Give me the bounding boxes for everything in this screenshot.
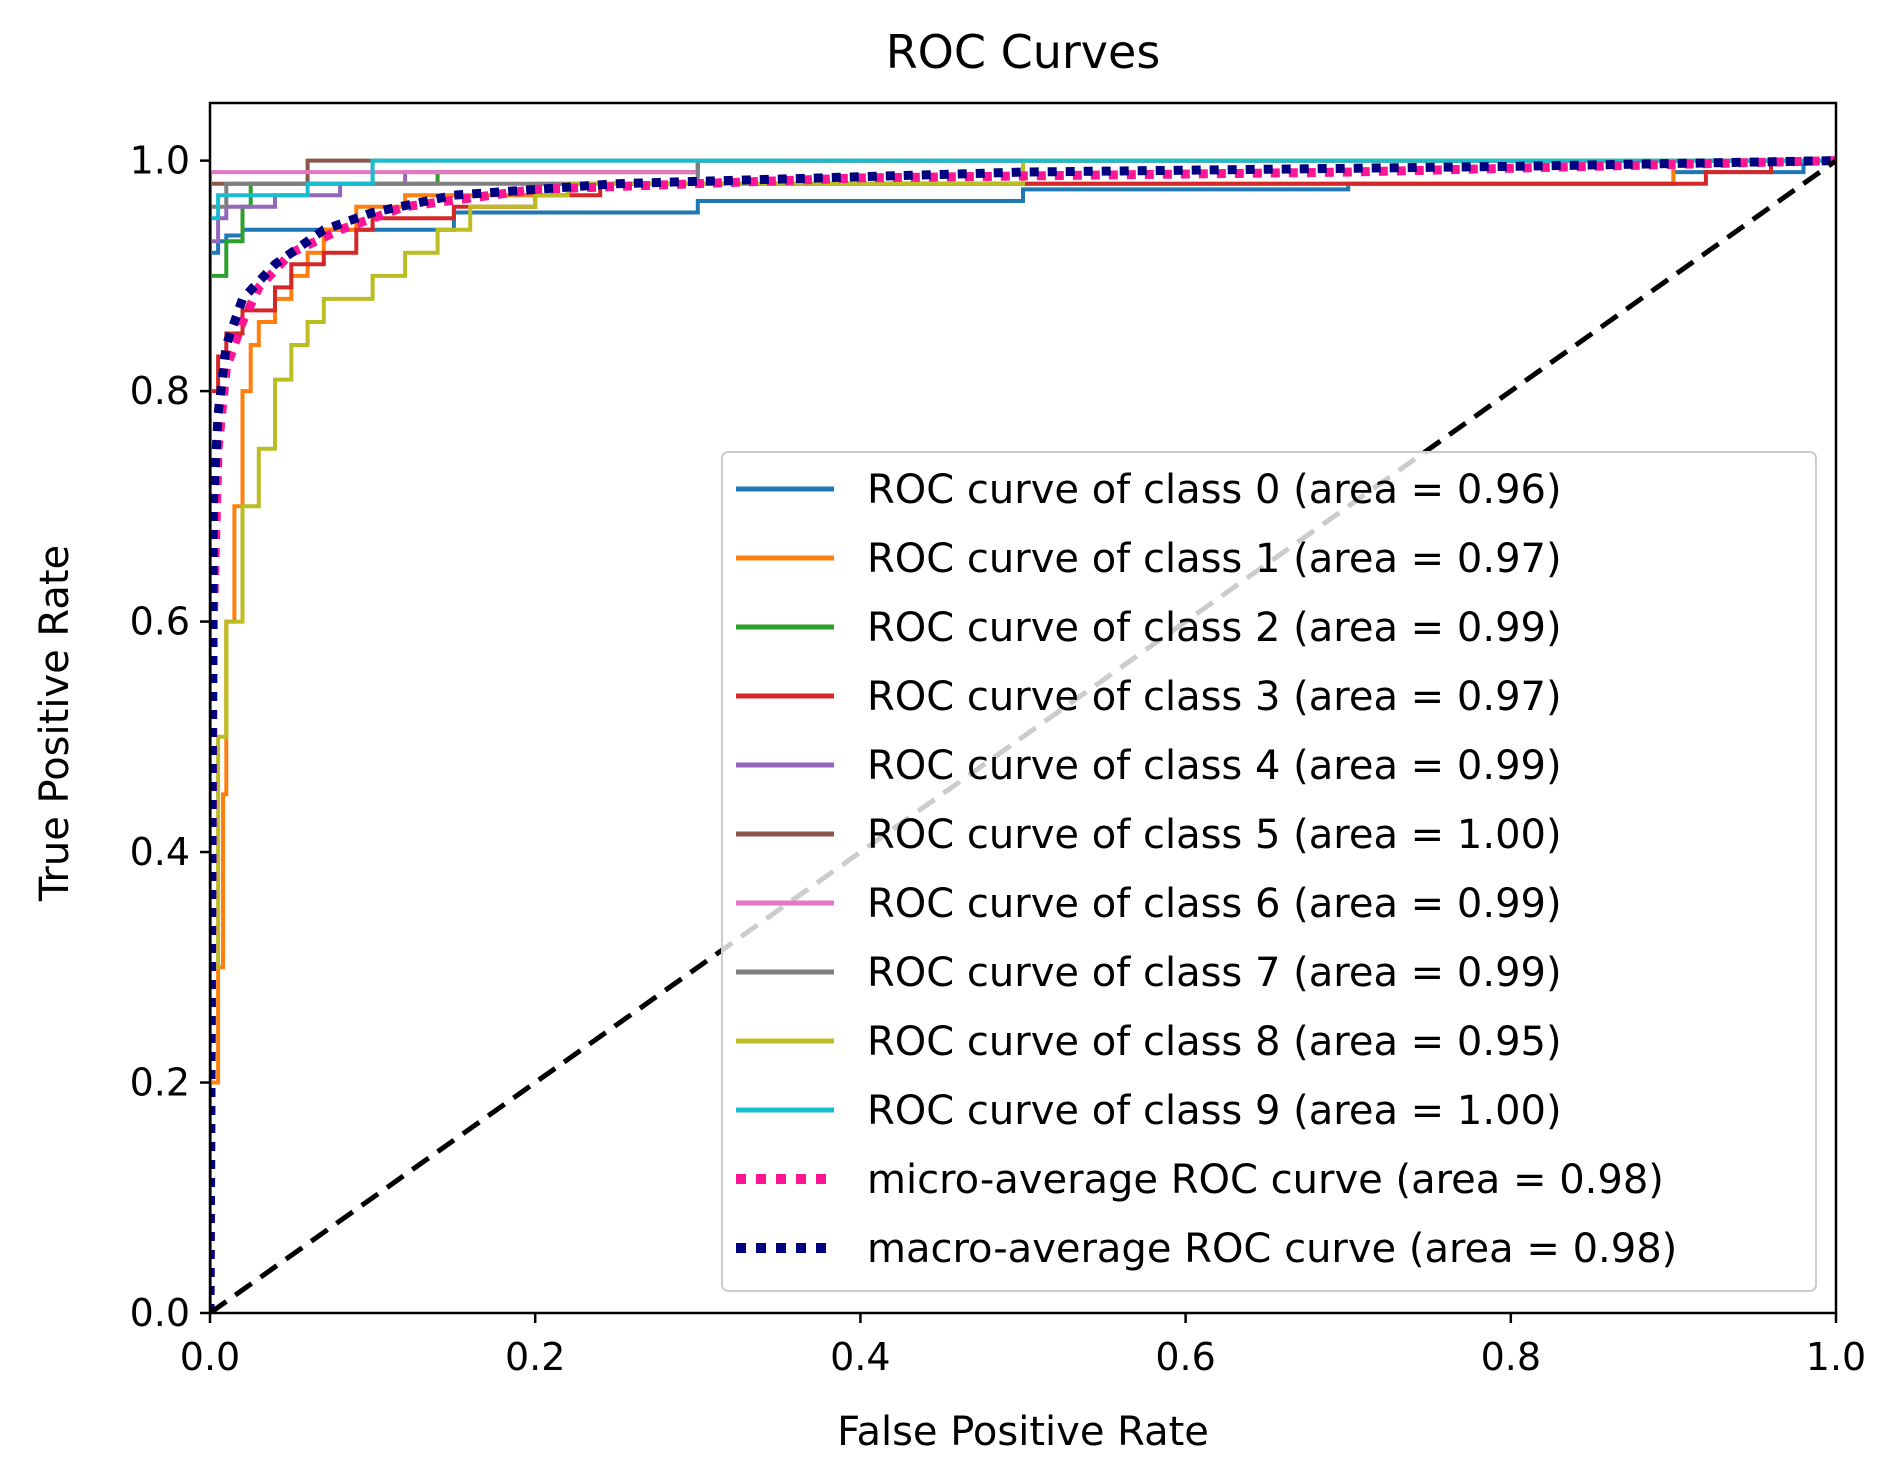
x-tick-label: 1.0 — [1806, 1335, 1866, 1379]
y-tick-label: 0.0 — [130, 1291, 190, 1335]
y-tick-label: 0.2 — [130, 1061, 190, 1105]
legend: ROC curve of class 0 (area = 0.96) ROC cu… — [721, 451, 1817, 1292]
x-tick-label: 0.2 — [505, 1335, 565, 1379]
legend-box — [721, 451, 1817, 1292]
y-axis-label: True Positive Rate — [32, 545, 78, 902]
y-tick-label: 0.4 — [130, 830, 190, 874]
x-tick-label: 0.4 — [830, 1335, 890, 1379]
axis-ticks: 0.0 0.2 0.4 0.6 0.8 1.0 0.0 0.2 0.4 0.6 0.8 1.0 — [130, 139, 1867, 1379]
legend-label: ROC curve of class 4 (area = 0.99) — [867, 743, 1562, 789]
legend-label: ROC curve of class 2 (area = 0.99) — [867, 605, 1562, 651]
y-tick-label: 0.8 — [130, 369, 190, 413]
legend-label: ROC curve of class 3 (area = 0.97) — [867, 674, 1562, 720]
y-tick-label: 0.6 — [130, 600, 190, 644]
macro-average-line — [210, 156, 1836, 1313]
x-tick-label: 0.8 — [1481, 1335, 1541, 1379]
series-line-class-7 — [210, 158, 1836, 1313]
x-tick-label: 0.0 — [180, 1335, 240, 1379]
series-line-class-8 — [210, 158, 1836, 1313]
legend-label: micro-average ROC curve (area = 0.98) — [867, 1157, 1664, 1203]
legend-label: ROC curve of class 9 (area = 1.00) — [867, 1088, 1562, 1134]
legend-label: ROC curve of class 5 (area = 1.00) — [867, 812, 1562, 858]
legend-label: ROC curve of class 1 (area = 0.97) — [867, 536, 1562, 582]
legend-label: ROC curve of class 7 (area = 0.99) — [867, 950, 1562, 996]
legend-label: ROC curve of class 8 (area = 0.95) — [867, 1019, 1562, 1065]
series-line-class-9 — [210, 158, 1836, 1313]
x-tick-label: 0.6 — [1155, 1335, 1215, 1379]
chart-title: ROC Curves — [886, 25, 1161, 79]
legend-label: macro-average ROC curve (area = 0.98) — [867, 1226, 1677, 1272]
legend-label: ROC curve of class 6 (area = 0.99) — [867, 881, 1562, 927]
plot-frame — [208, 101, 1838, 1315]
y-tick-label: 1.0 — [130, 139, 190, 183]
x-axis-label: False Positive Rate — [837, 1409, 1209, 1455]
legend-label: ROC curve of class 0 (area = 0.96) — [867, 467, 1562, 513]
